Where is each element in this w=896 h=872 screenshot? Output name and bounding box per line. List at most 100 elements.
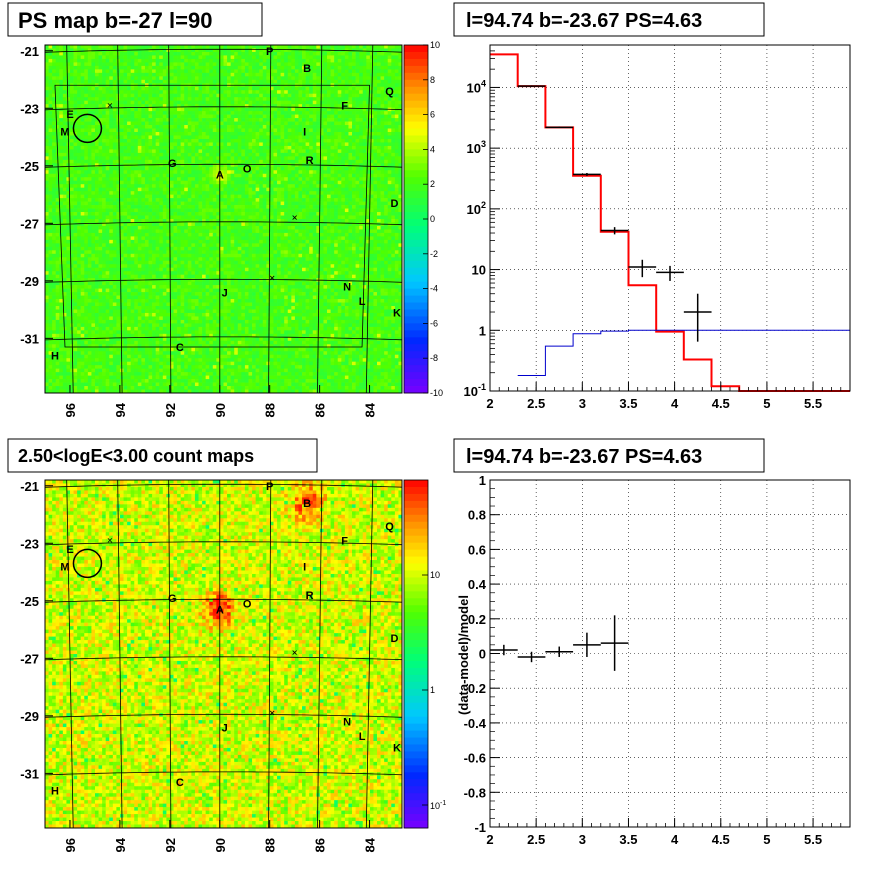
heatmap-cell bbox=[319, 104, 324, 108]
heatmap-cell bbox=[109, 215, 114, 220]
heatmap-cell bbox=[162, 79, 167, 84]
heatmap-cell bbox=[209, 76, 214, 81]
heatmap-cell bbox=[319, 173, 324, 178]
heatmap-cell bbox=[212, 208, 217, 213]
heatmap-cell bbox=[366, 191, 371, 195]
heatmap-cell bbox=[255, 138, 260, 143]
heatmap-cell bbox=[352, 104, 356, 108]
heatmap-cell bbox=[202, 159, 206, 164]
heatmap-cell bbox=[169, 62, 174, 67]
heatmap-cell bbox=[355, 149, 360, 154]
heatmap-cell bbox=[109, 45, 114, 49]
heatmap-cell bbox=[252, 177, 256, 182]
heatmap-cell bbox=[169, 212, 174, 216]
heatmap-cell bbox=[202, 58, 206, 63]
heatmap-cell bbox=[305, 187, 310, 192]
heatmap-cell bbox=[262, 114, 267, 119]
heatmap-cell bbox=[69, 194, 74, 199]
heatmap-cell bbox=[348, 191, 353, 195]
heatmap-cell bbox=[127, 62, 132, 67]
heatmap-cell bbox=[105, 138, 110, 143]
heatmap-cell bbox=[216, 118, 221, 122]
heatmap-cell bbox=[273, 121, 278, 126]
heatmap-cell bbox=[391, 121, 396, 126]
heatmap-cell bbox=[387, 100, 392, 105]
heatmap-cell bbox=[48, 72, 53, 77]
heatmap-cell bbox=[316, 152, 321, 157]
heatmap-cell bbox=[194, 159, 199, 164]
heatmap-cell bbox=[180, 93, 185, 98]
heatmap-cell bbox=[166, 191, 171, 195]
heatmap-cell bbox=[291, 159, 296, 164]
heatmap-cell bbox=[366, 159, 371, 164]
heatmap-cell bbox=[227, 205, 231, 209]
heatmap-cell bbox=[244, 97, 249, 102]
heatmap-cell bbox=[223, 111, 228, 115]
heatmap-cell bbox=[73, 145, 78, 150]
heatmap-cell bbox=[259, 205, 264, 209]
heatmap-cell bbox=[173, 177, 178, 182]
heatmap-cell bbox=[48, 177, 53, 182]
heatmap-cell bbox=[323, 90, 328, 95]
heatmap-cell bbox=[127, 212, 132, 216]
heatmap-cell bbox=[137, 72, 142, 77]
heatmap-cell bbox=[112, 170, 117, 175]
heatmap-cell bbox=[73, 187, 78, 192]
heatmap-cell bbox=[255, 65, 260, 70]
heatmap-cell bbox=[312, 72, 317, 77]
heatmap-cell bbox=[212, 72, 217, 77]
heatmap-cell bbox=[98, 215, 103, 220]
heatmap-cell bbox=[48, 215, 53, 220]
heatmap-cell bbox=[362, 121, 367, 126]
heatmap-cell bbox=[384, 156, 389, 161]
heatmap-cell bbox=[280, 145, 285, 150]
heatmap-cell bbox=[298, 132, 303, 136]
heatmap-cell bbox=[277, 97, 281, 102]
heatmap-cell bbox=[262, 163, 267, 168]
heatmap-cell bbox=[244, 114, 249, 119]
heatmap-cell bbox=[130, 128, 135, 133]
heatmap-cell bbox=[141, 187, 146, 192]
heatmap-cell bbox=[194, 62, 199, 67]
heatmap-cell bbox=[169, 152, 174, 157]
heatmap-cell bbox=[305, 69, 310, 74]
heatmap-cell bbox=[294, 125, 299, 129]
heatmap-cell bbox=[280, 69, 285, 74]
heatmap-cell bbox=[380, 111, 385, 115]
heatmap-cell bbox=[348, 177, 353, 182]
heatmap-cell bbox=[144, 212, 149, 216]
heatmap-cell bbox=[130, 69, 135, 74]
heatmap-cell bbox=[209, 156, 214, 161]
heatmap-cell bbox=[334, 159, 339, 164]
heatmap-cell bbox=[398, 194, 403, 199]
heatmap-cell bbox=[341, 100, 346, 105]
heatmap-cell bbox=[298, 125, 303, 129]
heatmap-cell bbox=[144, 135, 149, 140]
heatmap-cell bbox=[152, 132, 157, 136]
heatmap-cell bbox=[362, 93, 367, 98]
heatmap-cell bbox=[134, 138, 139, 143]
heatmap-cell bbox=[191, 205, 196, 209]
heatmap-cell bbox=[309, 177, 314, 182]
heatmap-cell bbox=[216, 187, 221, 192]
heatmap-cell bbox=[309, 208, 314, 213]
heatmap-cell bbox=[194, 114, 199, 119]
heatmap-cell bbox=[130, 65, 135, 70]
heatmap-cell bbox=[80, 118, 85, 122]
heatmap-cell bbox=[227, 208, 231, 213]
heatmap-cell bbox=[398, 170, 403, 175]
heatmap-cell bbox=[248, 187, 253, 192]
heatmap-cell bbox=[198, 97, 203, 102]
heatmap-cell bbox=[84, 128, 89, 133]
heatmap-cell bbox=[48, 51, 53, 56]
heatmap-cell bbox=[259, 65, 264, 70]
heatmap-cell bbox=[59, 198, 64, 202]
heatmap-cell bbox=[309, 156, 314, 161]
heatmap-cell bbox=[166, 118, 171, 122]
heatmap-cell bbox=[362, 104, 367, 108]
heatmap-cell bbox=[80, 79, 85, 84]
heatmap-cell bbox=[244, 58, 249, 63]
heatmap-cell bbox=[394, 86, 399, 91]
heatmap-cell bbox=[305, 86, 310, 91]
heatmap-cell bbox=[280, 104, 285, 108]
